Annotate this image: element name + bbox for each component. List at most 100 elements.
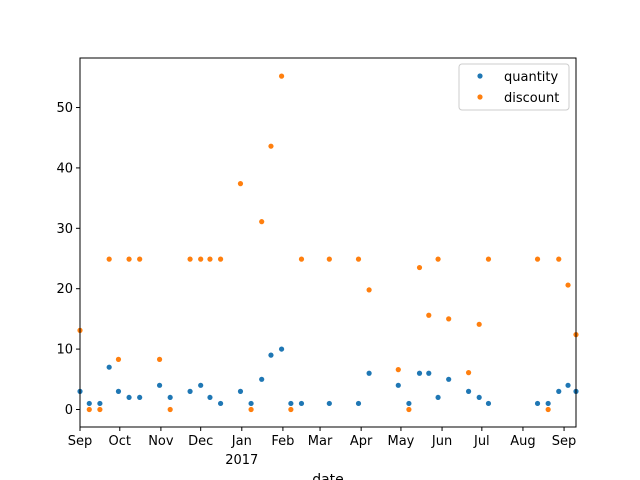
data-point-quantity — [545, 400, 551, 407]
legend-label-discount: discount — [504, 91, 559, 106]
y-tick-label: 20 — [56, 282, 73, 297]
legend-marker-quantity — [477, 73, 483, 79]
data-point-discount — [556, 256, 562, 262]
y-tick-label: 0 — [65, 403, 73, 418]
data-point-discount — [198, 256, 204, 262]
data-point-quantity — [115, 388, 122, 394]
x-tick-label: Aug — [510, 434, 535, 449]
data-point-discount — [106, 256, 112, 262]
x-axis-ticks: Sep Oct Nov Dec Jan 2017 Feb Mar Apr May Jun Jul Aug… — [68, 427, 577, 468]
x-tick-label: May — [387, 434, 414, 449]
data-point-quantity — [86, 400, 92, 407]
data-point-discount — [97, 406, 103, 413]
data-point-quantity — [237, 388, 244, 394]
y-tick-label: 10 — [56, 343, 73, 358]
data-point-quantity — [187, 388, 193, 394]
data-point-discount — [268, 143, 274, 149]
data-point-discount — [278, 73, 285, 79]
data-point-discount — [126, 256, 132, 262]
x-tick-label: Apr — [350, 434, 373, 449]
data-point-quantity — [278, 346, 285, 352]
x-tick-year-label: 2017 — [225, 453, 258, 468]
data-point-quantity — [556, 388, 562, 394]
data-point-quantity — [259, 376, 265, 382]
x-tick-label: Mar — [308, 434, 333, 449]
data-point-discount — [465, 370, 472, 376]
plot-frame — [79, 57, 577, 428]
x-tick-label: Jul — [473, 434, 490, 449]
data-point-discount — [395, 367, 401, 373]
x-tick-label: Jan — [231, 434, 252, 449]
legend-marker-discount — [477, 94, 483, 100]
y-tick-label: 50 — [56, 101, 73, 116]
y-tick-label: 40 — [56, 161, 73, 176]
data-point-discount — [187, 256, 193, 262]
data-point-discount — [476, 321, 482, 327]
data-point-quantity — [565, 382, 571, 388]
data-point-quantity — [137, 394, 143, 401]
data-point-quantity — [106, 364, 112, 370]
data-point-quantity — [167, 394, 173, 401]
data-point-discount — [156, 356, 163, 362]
plot-area — [80, 58, 576, 427]
data-point-quantity — [156, 382, 163, 388]
data-point-quantity — [435, 394, 441, 401]
data-point-quantity — [406, 400, 412, 407]
x-tick-label: Dec — [188, 434, 213, 449]
data-point-discount — [406, 406, 412, 413]
data-point-discount — [355, 256, 362, 262]
data-point-discount — [237, 181, 244, 187]
data-point-quantity — [268, 352, 274, 358]
data-point-quantity — [416, 370, 423, 376]
y-tick-label: 30 — [56, 222, 73, 237]
x-tick-label: Jun — [431, 434, 452, 449]
data-point-discount — [326, 256, 332, 262]
data-point-quantity — [534, 400, 541, 407]
y-axis-ticks: 0 10 20 30 40 50 — [56, 101, 80, 418]
data-point-quantity — [288, 400, 294, 407]
x-tick-label: Oct — [109, 434, 131, 449]
data-point-discount — [288, 406, 294, 413]
data-point-discount — [446, 316, 452, 322]
data-point-discount — [248, 406, 254, 413]
data-point-quantity — [326, 400, 332, 407]
data-point-discount — [426, 312, 432, 318]
data-point-discount — [137, 256, 143, 262]
x-tick-label: Feb — [271, 434, 294, 449]
data-point-discount — [298, 256, 305, 262]
data-point-quantity — [97, 400, 103, 407]
x-tick-label: Sep — [68, 434, 93, 449]
data-point-discount — [416, 264, 423, 271]
data-point-discount — [366, 287, 372, 293]
data-point-quantity — [446, 376, 452, 382]
data-point-quantity — [298, 400, 305, 407]
legend: quantity discount — [458, 63, 570, 111]
data-point-discount — [207, 256, 213, 262]
data-point-quantity — [207, 394, 213, 401]
data-point-quantity — [366, 370, 372, 376]
data-point-quantity — [476, 394, 482, 401]
data-point-quantity — [198, 382, 204, 388]
data-point-discount — [115, 356, 122, 362]
data-point-discount — [485, 256, 492, 262]
legend-label-quantity: quantity — [504, 70, 559, 85]
data-point-quantity — [217, 400, 224, 407]
data-point-discount — [435, 256, 441, 262]
x-axis-label: date — [312, 472, 344, 480]
data-point-discount — [534, 256, 541, 262]
data-point-discount — [545, 406, 551, 413]
data-point-quantity — [126, 394, 132, 401]
data-point-discount — [565, 282, 571, 288]
data-point-discount — [217, 256, 224, 262]
data-point-quantity — [485, 400, 492, 407]
legend-frame — [458, 63, 570, 111]
data-point-quantity — [426, 370, 432, 376]
x-tick-label: Sep — [552, 434, 577, 449]
data-point-quantity — [355, 400, 362, 407]
data-point-quantity — [395, 382, 401, 388]
data-point-discount — [167, 406, 173, 413]
x-tick-label: Nov — [148, 434, 174, 449]
data-point-discount — [86, 406, 92, 413]
data-point-discount — [259, 219, 265, 225]
